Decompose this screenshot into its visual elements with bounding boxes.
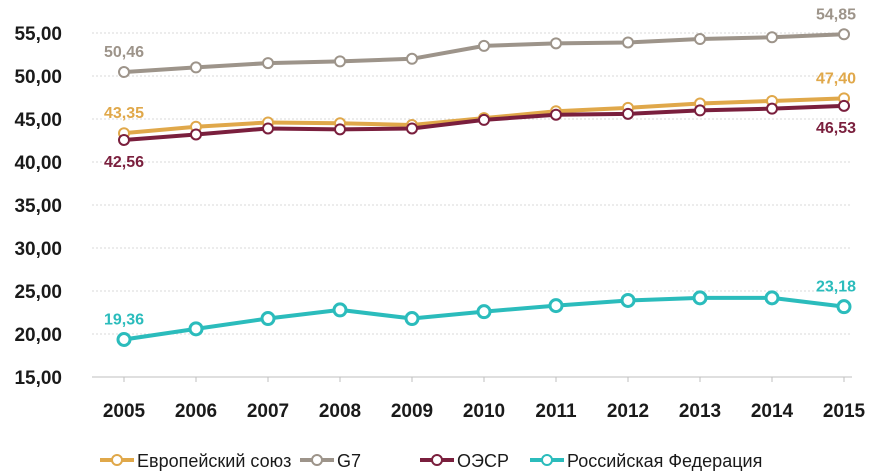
data-point-ru — [332, 302, 348, 318]
grid — [92, 32, 852, 378]
data-point-oecd — [190, 128, 202, 141]
x-tick-label: 2007 — [247, 401, 289, 422]
y-tick-label: 30,00 — [14, 239, 62, 260]
x-tick-label: 2010 — [463, 401, 505, 422]
data-point-oecd — [478, 113, 490, 126]
data-point-ru — [404, 311, 420, 327]
y-tick-label: 55,00 — [14, 24, 62, 45]
x-tick-label: 2012 — [607, 401, 649, 422]
data-label-ru: 19,36 — [104, 312, 144, 329]
data-point-oecd — [622, 107, 634, 120]
data-point-ru — [476, 304, 492, 320]
data-point-oecd — [334, 123, 346, 136]
legend-marker-g7 — [311, 454, 323, 466]
y-tick-label: 40,00 — [14, 153, 62, 174]
data-label-ru: 23,18 — [816, 279, 856, 296]
x-tick-label: 2009 — [391, 401, 433, 422]
data-point-ru — [548, 298, 564, 314]
x-tick-label: 2005 — [103, 401, 146, 422]
x-tick-label: 2015 — [823, 401, 866, 422]
y-tick-label: 25,00 — [14, 282, 62, 303]
data-point-ru — [620, 292, 636, 308]
data-point-ru — [836, 299, 852, 315]
data-point-oecd — [118, 133, 130, 146]
data-point-ru — [692, 290, 708, 306]
y-axis: 55,00 50,00 45,00 40,00 35,00 30,00 25,00 20,00… — [14, 24, 62, 389]
data-point-g7 — [118, 66, 130, 79]
legend-label-ru: Российская Федерация — [567, 451, 762, 471]
data-point-g7 — [478, 39, 490, 52]
data-label-oecd: 46,53 — [816, 120, 856, 137]
data-label-g7: 50,46 — [104, 44, 144, 61]
data-point-g7 — [622, 36, 634, 49]
y-tick-label: 20,00 — [14, 325, 62, 346]
data-point-oecd — [766, 102, 778, 115]
series-group — [116, 28, 852, 348]
data-point-g7 — [838, 28, 850, 41]
data-point-g7 — [334, 55, 346, 68]
data-point-oecd — [406, 122, 418, 135]
data-label-g7: 54,85 — [816, 6, 856, 23]
x-tick-label: 2014 — [751, 401, 794, 422]
data-point-ru — [260, 311, 276, 327]
legend-label-oecd: ОЭСР — [457, 451, 509, 471]
data-label-oecd: 42,56 — [104, 154, 144, 171]
x-tick-label: 2013 — [679, 401, 721, 422]
data-label-eu: 43,35 — [104, 105, 144, 122]
data-point-g7 — [766, 31, 778, 44]
data-label-eu: 47,40 — [816, 70, 856, 87]
x-tick-label: 2011 — [535, 401, 577, 422]
data-point-oecd — [838, 99, 850, 112]
data-labels: 50,46 54,85 43,35 47,40 42,56 46,53 19,36 23,18 — [104, 6, 856, 328]
y-tick-label: 35,00 — [14, 196, 62, 217]
legend-label-eu: Европейский союз — [137, 451, 291, 471]
data-point-oecd — [550, 108, 562, 121]
legend-marker-oecd — [431, 454, 443, 466]
data-point-g7 — [694, 33, 706, 46]
legend-label-g7: G7 — [337, 451, 361, 471]
legend-marker-eu — [111, 454, 123, 466]
data-point-oecd — [262, 122, 274, 135]
x-tick-label: 2008 — [319, 401, 361, 422]
data-point-ru — [116, 332, 132, 348]
y-tick-label: 15,00 — [14, 368, 62, 389]
y-tick-label: 45,00 — [14, 110, 62, 131]
y-tick-label: 50,00 — [14, 67, 62, 88]
data-point-g7 — [262, 57, 274, 70]
legend-marker-ru — [541, 454, 553, 466]
data-point-g7 — [406, 52, 418, 65]
data-point-g7 — [550, 37, 562, 50]
x-tick-label: 2006 — [175, 401, 217, 422]
data-point-ru — [764, 290, 780, 306]
data-point-ru — [188, 321, 204, 337]
data-point-g7 — [190, 61, 202, 74]
data-point-oecd — [694, 104, 706, 117]
legend: Европейский союз G7 ОЭСР Российская Федерац… — [100, 451, 762, 471]
x-axis: 2005 2006 2007 2008 2009 2010 2011 2012 2013 2014… — [103, 377, 866, 422]
